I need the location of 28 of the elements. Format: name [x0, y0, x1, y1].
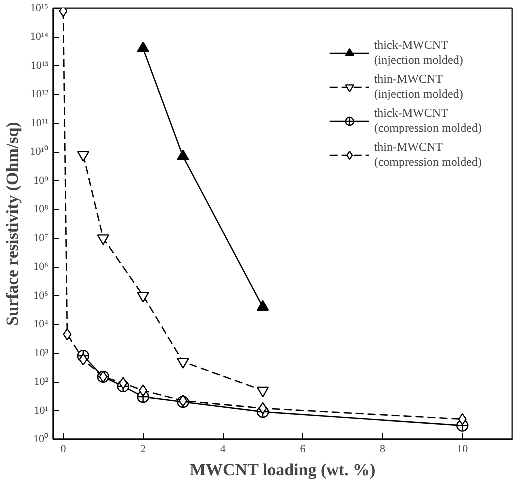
x-tick-label: 0: [60, 444, 67, 456]
y-tick-label: 10⁰: [34, 432, 48, 446]
y-tick-label: 10⁶: [34, 261, 49, 274]
x-tick-label: 2: [140, 444, 146, 456]
x-tick-label: 8: [380, 444, 386, 456]
y-axis-title: Surface resistivity (Ohm/sq): [3, 122, 22, 326]
y-tick-label: 10⁷: [34, 232, 49, 244]
legend-label: thin-MWCNT (injection molded): [374, 72, 464, 102]
y-tick-label: 10⁹: [34, 174, 49, 187]
y-tick-label: 10¹¹: [30, 117, 49, 130]
x-tick-label: 10: [457, 444, 469, 456]
y-tick-label: 10⁴: [34, 318, 49, 331]
y-tick-label: 10¹⁰: [30, 145, 49, 158]
x-tick-label: 4: [220, 444, 226, 456]
y-tick-label: 10¹³: [30, 60, 50, 72]
y-tick-label: 10⁸: [34, 204, 49, 216]
x-tick-label: 6: [300, 444, 306, 456]
y-tick-label: 10¹⁴: [30, 31, 49, 44]
legend-label: thick-MWCNT (compression molded): [374, 106, 482, 136]
y-tick-label: 10¹⁵: [30, 2, 49, 14]
y-tick-label: 10¹²: [30, 88, 50, 101]
y-tick-label: 10³: [34, 347, 50, 360]
x-axis-title: MWCNT loading (wt. %): [190, 460, 376, 480]
legend-label: thick-MWCNT (injection molded): [374, 38, 464, 68]
legend-label: thin-MWCNT (compression molded): [374, 140, 482, 170]
y-tick-label: 10²: [34, 376, 50, 388]
y-tick-label: 10¹: [34, 404, 49, 417]
y-tick-label: 10⁵: [34, 290, 49, 302]
